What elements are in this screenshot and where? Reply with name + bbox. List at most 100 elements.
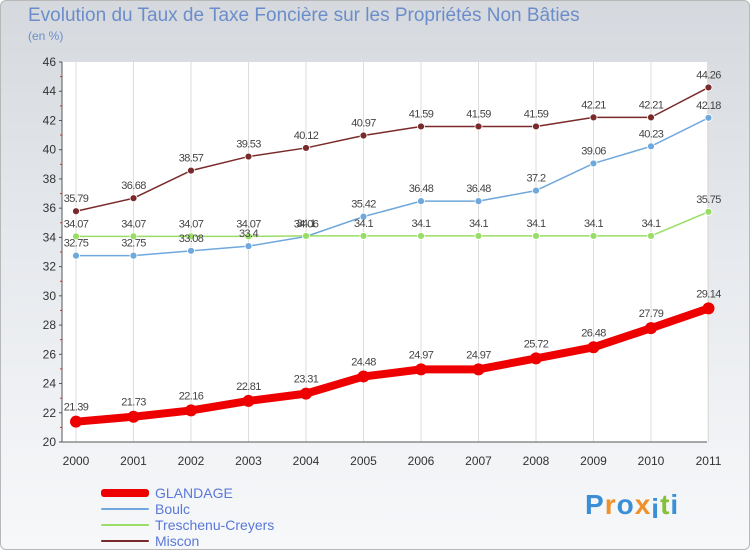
y-tick-label: 42	[43, 113, 57, 127]
y-tick-label: 20	[43, 435, 57, 449]
y-tick-label: 46	[43, 55, 57, 69]
data-point	[702, 302, 715, 315]
data-point	[530, 352, 542, 365]
chart-title: Evolution du Taux de Taxe Foncière sur l…	[28, 5, 580, 26]
x-tick-label: 2003	[235, 454, 262, 468]
data-point	[244, 152, 253, 161]
data-point	[417, 122, 425, 131]
series-line-boulc	[75, 117, 710, 257]
x-tick-label: 2005	[350, 454, 377, 468]
legend-item-glandage: GLANDAGE	[101, 485, 274, 501]
data-label: 35.42	[351, 199, 376, 211]
data-label: 21.73	[121, 397, 146, 409]
legend-label-treschenu-creyers: Treschenu-Creyers	[155, 517, 275, 533]
logo-letter: i	[651, 493, 661, 524]
data-point	[415, 363, 427, 376]
legend-swatch-boulc	[101, 508, 149, 510]
legend-item-miscon: Miscon	[101, 533, 274, 549]
legend-label-glandage: GLANDAGE	[155, 485, 233, 501]
x-tick-label: 2009	[580, 454, 607, 468]
proxiti-logo: Proxiti	[585, 489, 680, 524]
data-label: 22.81	[236, 381, 261, 393]
data-label: 27.79	[639, 308, 664, 320]
data-point	[359, 131, 368, 140]
data-label: 34.1	[641, 218, 660, 230]
x-tick-label: 2011	[696, 454, 722, 468]
data-label: 38.57	[179, 153, 204, 165]
data-point	[589, 113, 598, 122]
data-label: 34.07	[179, 218, 204, 230]
x-tick-label: 2007	[465, 454, 492, 468]
data-label: 36.48	[409, 183, 434, 195]
data-point	[187, 166, 195, 175]
data-label: 35.75	[696, 194, 721, 206]
data-label: 42.18	[696, 100, 721, 112]
data-point	[244, 242, 253, 251]
data-label: 44.26	[696, 69, 721, 81]
logo-letter: t	[660, 489, 671, 520]
data-label: 34.07	[121, 218, 146, 230]
x-tick-label: 2000	[63, 454, 90, 468]
x-tick-label: 2002	[178, 454, 205, 468]
data-point	[589, 159, 598, 168]
x-tick-label: 2004	[293, 454, 320, 468]
data-point	[474, 232, 483, 240]
y-tick-label: 44	[43, 84, 57, 98]
data-point	[129, 194, 138, 203]
data-label: 39.06	[581, 145, 606, 157]
data-label: 42.21	[639, 99, 664, 111]
data-label: 34.1	[411, 218, 430, 230]
x-tick-label: 2010	[638, 454, 665, 468]
data-label: 41.59	[409, 108, 434, 120]
x-tick-label: 2001	[120, 454, 147, 468]
data-label: 24.97	[466, 349, 491, 361]
legend-item-treschenu-creyers: Treschenu-Creyers	[101, 517, 274, 533]
data-point	[417, 197, 425, 206]
data-point	[185, 404, 197, 417]
data-point	[187, 232, 195, 241]
y-tick-label: 38	[43, 172, 57, 186]
logo-letter: P	[585, 489, 605, 520]
data-label: 40.97	[351, 118, 376, 130]
y-tick-label: 34	[43, 230, 57, 244]
data-point	[474, 197, 483, 206]
data-label: 21.39	[64, 402, 89, 414]
data-point	[187, 246, 195, 255]
data-label: 37.2	[526, 173, 545, 185]
data-point	[244, 232, 253, 241]
data-label: 32.75	[64, 238, 89, 250]
legend-label-miscon: Miscon	[155, 533, 200, 549]
data-point	[302, 144, 310, 152]
data-point	[474, 122, 483, 131]
data-label: 34.1	[526, 218, 545, 230]
y-tick-label: 28	[43, 318, 57, 332]
data-label: 34.07	[64, 218, 89, 230]
data-label: 35.79	[64, 193, 89, 205]
data-point	[704, 113, 713, 122]
data-label: 39.53	[236, 139, 261, 151]
data-point	[242, 394, 255, 407]
data-label: 23.31	[294, 374, 319, 386]
data-point	[704, 83, 713, 92]
data-label: 24.97	[409, 349, 434, 361]
data-label: 22.16	[179, 390, 204, 402]
data-point	[72, 251, 80, 260]
data-point	[704, 207, 713, 216]
legend-item-boulc: Boulc	[101, 501, 274, 517]
data-point	[359, 232, 368, 240]
logo-letter: i	[670, 489, 680, 520]
data-label: 42.21	[581, 99, 606, 111]
data-label: 40.12	[294, 130, 319, 142]
data-label: 34.06	[294, 219, 319, 231]
logo-letter: r	[604, 489, 617, 520]
data-label: 25.72	[524, 338, 549, 350]
x-tick-label: 2008	[523, 454, 550, 468]
data-point	[72, 207, 80, 216]
data-label: 26.48	[581, 327, 606, 339]
logo-letter: o	[616, 489, 635, 520]
data-point	[300, 387, 312, 400]
data-point	[129, 251, 138, 260]
data-point	[359, 212, 368, 221]
data-point	[472, 363, 485, 376]
